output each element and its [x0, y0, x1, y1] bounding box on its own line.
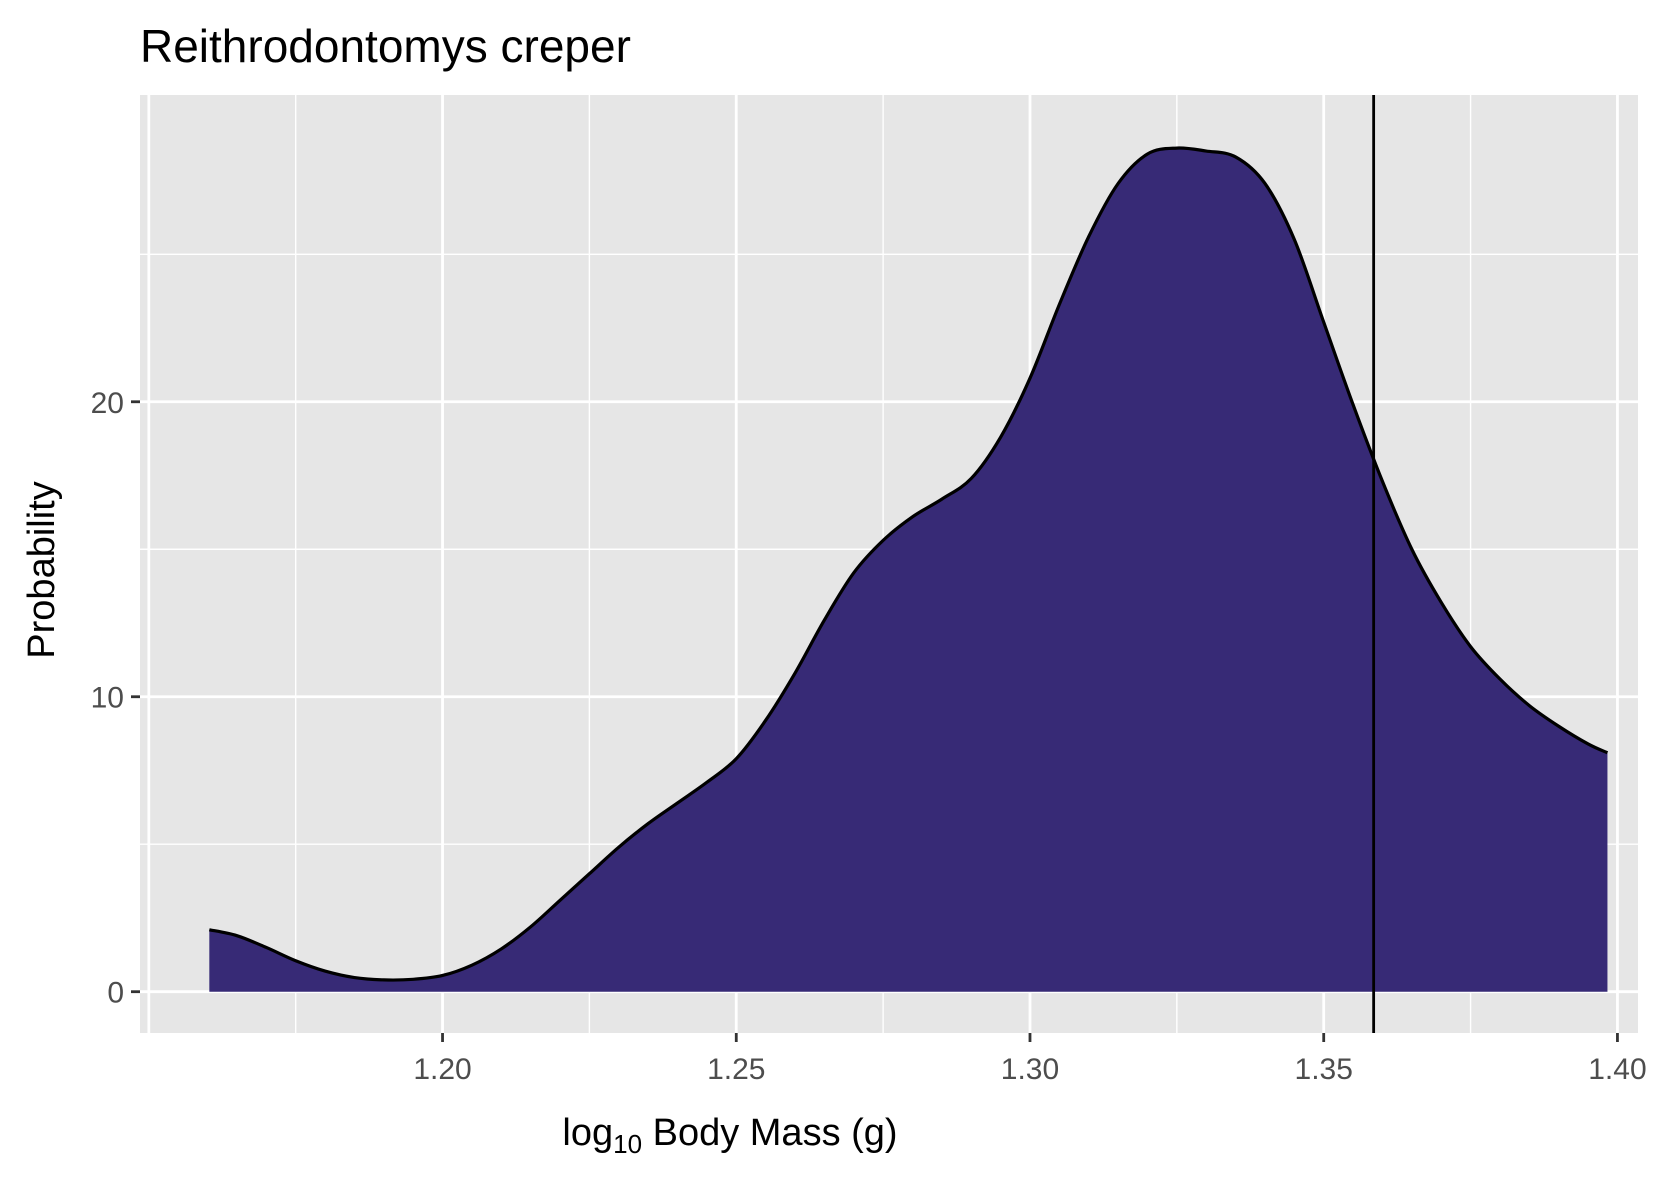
- density-area: [209, 148, 1608, 992]
- y-tick-label: 20: [91, 387, 124, 420]
- chart-title: Reithrodontomys creper: [140, 20, 631, 72]
- x-axis-title-subscript: 10: [613, 1129, 642, 1159]
- density-curve: [208, 146, 1609, 982]
- y-axis-title: Probability: [21, 481, 63, 658]
- y-axis: 0 10 20: [91, 387, 140, 1010]
- y-tick-label: 10: [91, 682, 124, 715]
- x-tick-label: 1.25: [707, 1053, 765, 1086]
- x-tick-label: 1.35: [1295, 1053, 1353, 1086]
- x-tick-label: 1.20: [413, 1053, 471, 1086]
- x-axis-title-suffix: Body Mass (g): [642, 1112, 898, 1154]
- x-axis-title: log10 Body Mass (g): [562, 1112, 897, 1159]
- x-axis-title-prefix: log: [562, 1112, 613, 1154]
- x-axis: 1.20 1.25 1.30 1.35 1.40: [413, 1033, 1647, 1086]
- y-tick-label: 0: [107, 977, 124, 1010]
- x-tick-label: 1.30: [1001, 1053, 1059, 1086]
- x-tick-label: 1.40: [1588, 1053, 1646, 1086]
